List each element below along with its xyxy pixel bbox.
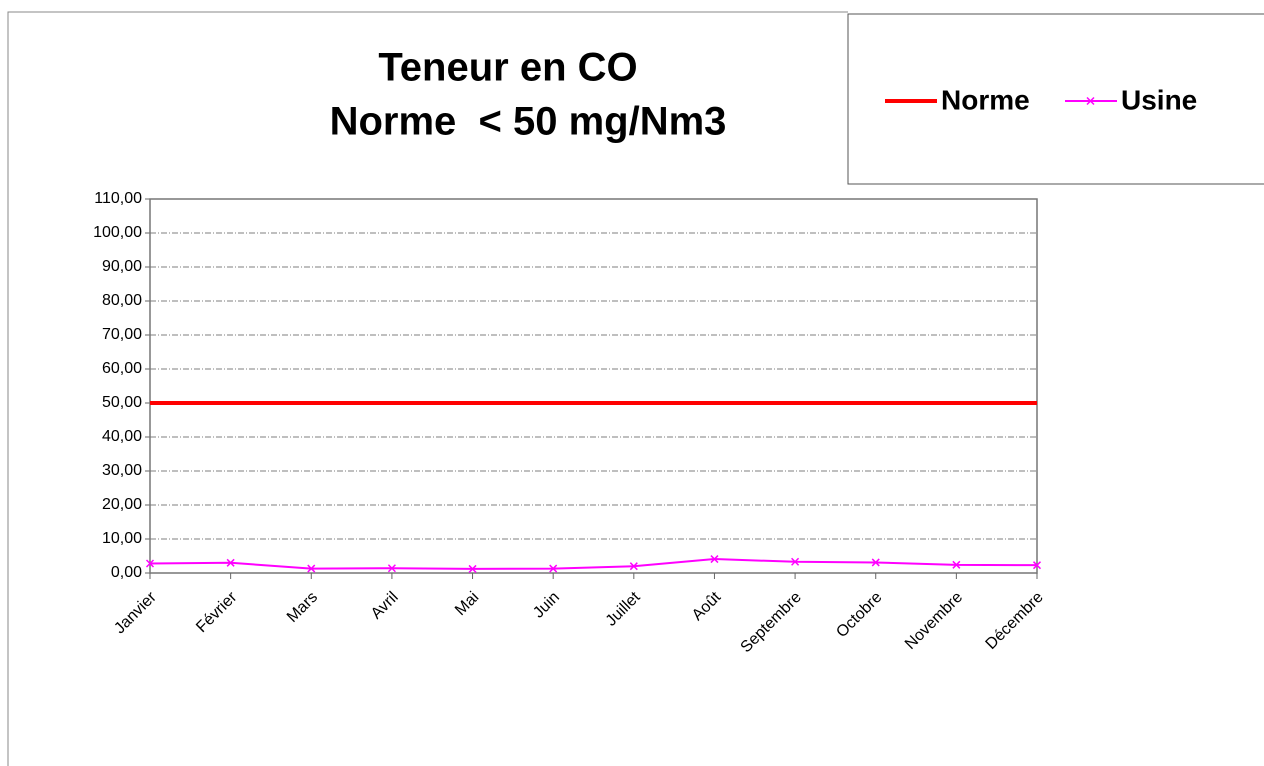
chart-subtitle: Norme < 50 mg/Nm3: [330, 100, 727, 144]
y-tick-label: 10,00: [102, 530, 142, 547]
x-tick-label: Octobre: [833, 589, 885, 641]
data-point: [387, 564, 396, 573]
y-tick-label: 20,00: [102, 496, 142, 513]
data-point: [1032, 561, 1042, 570]
data-point: [145, 559, 155, 568]
chart-title: Teneur en CO: [378, 46, 637, 90]
x-tick-label: Juillet: [603, 588, 644, 629]
y-tick-label: 60,00: [102, 360, 142, 377]
y-tick-label: 50,00: [102, 394, 142, 411]
y-tick-label: 40,00: [102, 428, 142, 445]
x-tick-label: Avril: [368, 589, 402, 623]
y-tick-label: 70,00: [102, 326, 142, 343]
data-point: [791, 557, 800, 566]
y-tick-label: 110,00: [94, 190, 142, 207]
x-tick-label: Septembre: [738, 589, 805, 656]
x-tick-label: Novembre: [902, 589, 966, 653]
legend-marker: [1086, 96, 1095, 106]
x-tick-label: Décembre: [983, 589, 1047, 653]
data-point: [871, 558, 880, 567]
data-point: [710, 555, 719, 564]
data-point: [952, 560, 961, 569]
data-point: [226, 558, 235, 567]
y-tick-label: 90,00: [102, 258, 142, 275]
data-point: [549, 564, 558, 573]
chart-border: [7, 11, 848, 766]
x-tick-label: Mars: [284, 589, 321, 626]
y-tick-label: 30,00: [102, 462, 142, 479]
y-tick-label: 0,00: [111, 564, 142, 581]
x-tick-label: Juin: [530, 589, 563, 622]
x-tick-label: Janvier: [111, 588, 160, 637]
y-tick-label: 80,00: [102, 292, 142, 309]
y-tick-label: 100,00: [93, 224, 142, 241]
data-point: [629, 562, 638, 571]
plot-border: [149, 198, 1038, 574]
legend-label: Usine: [1121, 84, 1197, 115]
legend-label: Norme: [941, 84, 1030, 115]
data-point: [468, 564, 477, 573]
x-tick-label: Mai: [452, 589, 482, 619]
series-line: [149, 558, 1038, 570]
x-tick-label: Février: [193, 588, 241, 636]
data-point: [307, 564, 316, 573]
x-tick-label: Août: [689, 588, 725, 624]
